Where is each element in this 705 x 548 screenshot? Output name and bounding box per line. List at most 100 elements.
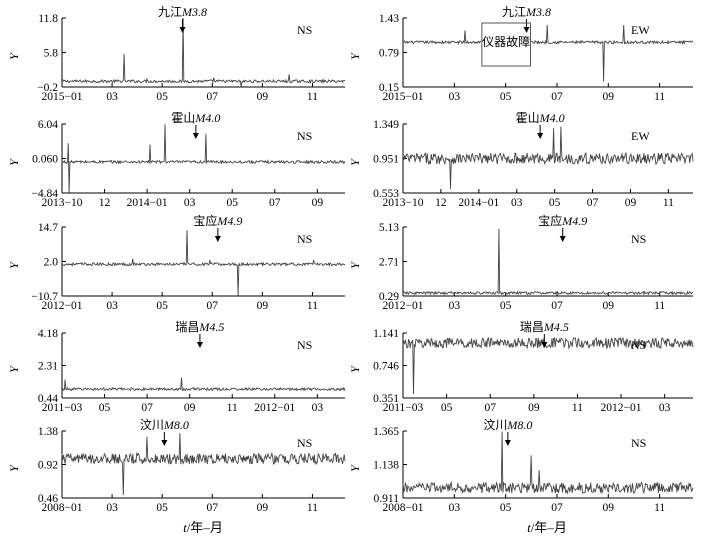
series-line (402, 336, 694, 395)
x-tick-label: 2011−03 (383, 402, 424, 414)
annotation-arrow-head (196, 342, 203, 348)
x-tick-label: 07 (141, 402, 153, 414)
x-tick-label: 05 (441, 402, 453, 414)
annotation-place: 九江 (502, 5, 526, 19)
x-tick-label: 05 (226, 197, 238, 209)
x-tick-label: 11 (307, 300, 318, 312)
annotation-place: 霍山 (516, 111, 540, 125)
y-tick-label: 2.31 (38, 361, 58, 373)
y-tick-label: 2.0 (44, 257, 59, 269)
x-tick-label: 11 (663, 197, 674, 209)
annotation-place: 瑞昌 (175, 320, 199, 334)
annotation-magnitude: M4.0 (539, 111, 565, 125)
x-tick-label: 11 (307, 91, 318, 103)
series-line (61, 377, 346, 392)
series-line (402, 431, 694, 495)
chart-panel-9: 1.38 0.92 0.46 Y 2008−01 03 05 07 09 11 NS 汶川M8.0 (7, 417, 346, 514)
earthquake-annotation: 霍山M4.0 (171, 111, 220, 125)
x-tick-label: 2008−01 (42, 502, 83, 514)
x-tick-label: 03 (659, 402, 671, 414)
earthquake-annotation: 瑞昌M4.5 (175, 320, 224, 334)
y-tick-label: −0.2 (37, 82, 58, 94)
x-tick-label: 03 (106, 502, 118, 514)
chart-panel-8: 1.141 0.746 0.351 Y 2011−03 05 07 09 11 2012−01 03… (348, 320, 694, 414)
x-tick-label: 2012−01 (42, 300, 83, 312)
y-tick-label: 0.44 (38, 393, 58, 405)
x-axis-label: t/年–月 (527, 520, 567, 535)
y-tick-label: 0.746 (373, 361, 399, 373)
x-tick-label: 07 (551, 502, 563, 514)
earthquake-annotation: 宝应M4.9 (538, 213, 587, 228)
x-tick-label: 03 (449, 91, 461, 103)
y-axis-label: Y (7, 261, 21, 269)
y-tick-label: 5.13 (379, 222, 399, 234)
y-tick-label: −10.7 (31, 291, 58, 303)
x-tick-label: 11 (654, 502, 665, 514)
earthquake-annotation: 九江M3.8 (158, 5, 207, 19)
x-tick-label: 2015−01 (383, 91, 424, 103)
x-tick-label: 05 (500, 502, 512, 514)
x-tick-label: 05 (99, 402, 111, 414)
x-tick-label: 09 (603, 502, 615, 514)
fault-box-label: 仪器故障 (482, 34, 530, 49)
x-tick-label: 05 (500, 300, 512, 312)
component-label: NS (631, 232, 646, 246)
chart-panel-5: 14.7 2.0 −10.7 Y 2012−01 03 05 07 09 11 NS 宝应M4.9 (7, 213, 346, 312)
x-tick-label: 05 (156, 300, 168, 312)
x-axis-label-italic: t (183, 520, 187, 535)
y-tick-label: 0.351 (373, 393, 399, 405)
x-tick-label: 07 (207, 91, 219, 103)
annotation-magnitude: M4.9 (216, 214, 242, 228)
x-tick-label: 05 (549, 197, 561, 209)
y-tick-label: 6.04 (38, 119, 58, 131)
x-tick-label: 07 (207, 502, 219, 514)
annotation-arrow-head (214, 236, 221, 242)
y-tick-label: 0.79 (379, 48, 399, 60)
y-tick-label: 0.29 (379, 291, 399, 303)
x-axis-label-italic: t (527, 520, 531, 535)
chart-panel-7: 4.18 2.31 0.44 Y 2011−03 05 07 09 11 2012−01 03 NS 瑞… (7, 320, 346, 414)
x-tick-label: 2011−03 (42, 402, 83, 414)
x-tick-label: 05 (156, 502, 168, 514)
series-line (61, 17, 346, 88)
annotation-place: 宝应 (538, 213, 562, 228)
component-label: NS (297, 23, 312, 37)
component-label: NS (297, 338, 312, 352)
x-tick-label: 09 (257, 502, 269, 514)
x-tick-label: 09 (603, 91, 615, 103)
x-tick-label: 2012−01 (383, 300, 424, 312)
annotation-place: 霍山 (171, 111, 195, 125)
earthquake-annotation: 汶川M8.0 (483, 417, 532, 432)
y-tick-label: 11.8 (38, 13, 58, 25)
x-tick-label: 07 (269, 197, 281, 209)
x-axis-label: t/年–月 (183, 520, 223, 535)
y-tick-label: 0.46 (38, 493, 58, 505)
annotation-magnitude: M4.5 (543, 320, 569, 334)
y-axis-label: Y (7, 365, 21, 373)
annotation-arrow-head (192, 133, 199, 139)
chart-panel-3: 6.04 0.060 −4.84 Y 2013−10 12 2014−01 03 05 07 09 N… (7, 111, 346, 209)
x-tick-label: 2014−01 (458, 197, 499, 209)
chart-panel-4: 1.349 0.951 0.553 Y 2013−10 12 2014−01 03 05 07 09… (348, 111, 694, 209)
chart-panel-6: 5.13 2.71 0.29 Y 2012−01 03 05 07 09 11 NS 宝应M4.9 (348, 213, 694, 312)
x-axis-label-rest: /年–月 (531, 520, 567, 535)
x-tick-label: 2015−01 (42, 91, 83, 103)
x-tick-label: 03 (106, 300, 118, 312)
x-tick-label: 11 (572, 402, 583, 414)
chart-panel-10: 1.365 1.138 0.911 Y 2008−01 03 05 07 09 11 NS 汶川M8.… (348, 417, 694, 514)
component-label: NS (297, 129, 312, 143)
annotation-arrow-head (541, 342, 548, 348)
annotation-magnitude: M4.9 (561, 214, 587, 228)
y-tick-label: 0.553 (373, 188, 399, 200)
series-line (402, 228, 694, 296)
x-tick-label: 09 (528, 402, 540, 414)
y-axis-label: Y (348, 158, 362, 166)
component-label: NS (297, 436, 312, 450)
series-line (402, 126, 694, 189)
earthquake-annotation: 九江M3.8 (502, 5, 551, 19)
y-tick-label: 0.951 (373, 154, 399, 166)
annotation-place: 汶川 (483, 417, 507, 432)
y-axis-label: Y (348, 365, 362, 373)
x-tick-label: 07 (484, 402, 496, 414)
